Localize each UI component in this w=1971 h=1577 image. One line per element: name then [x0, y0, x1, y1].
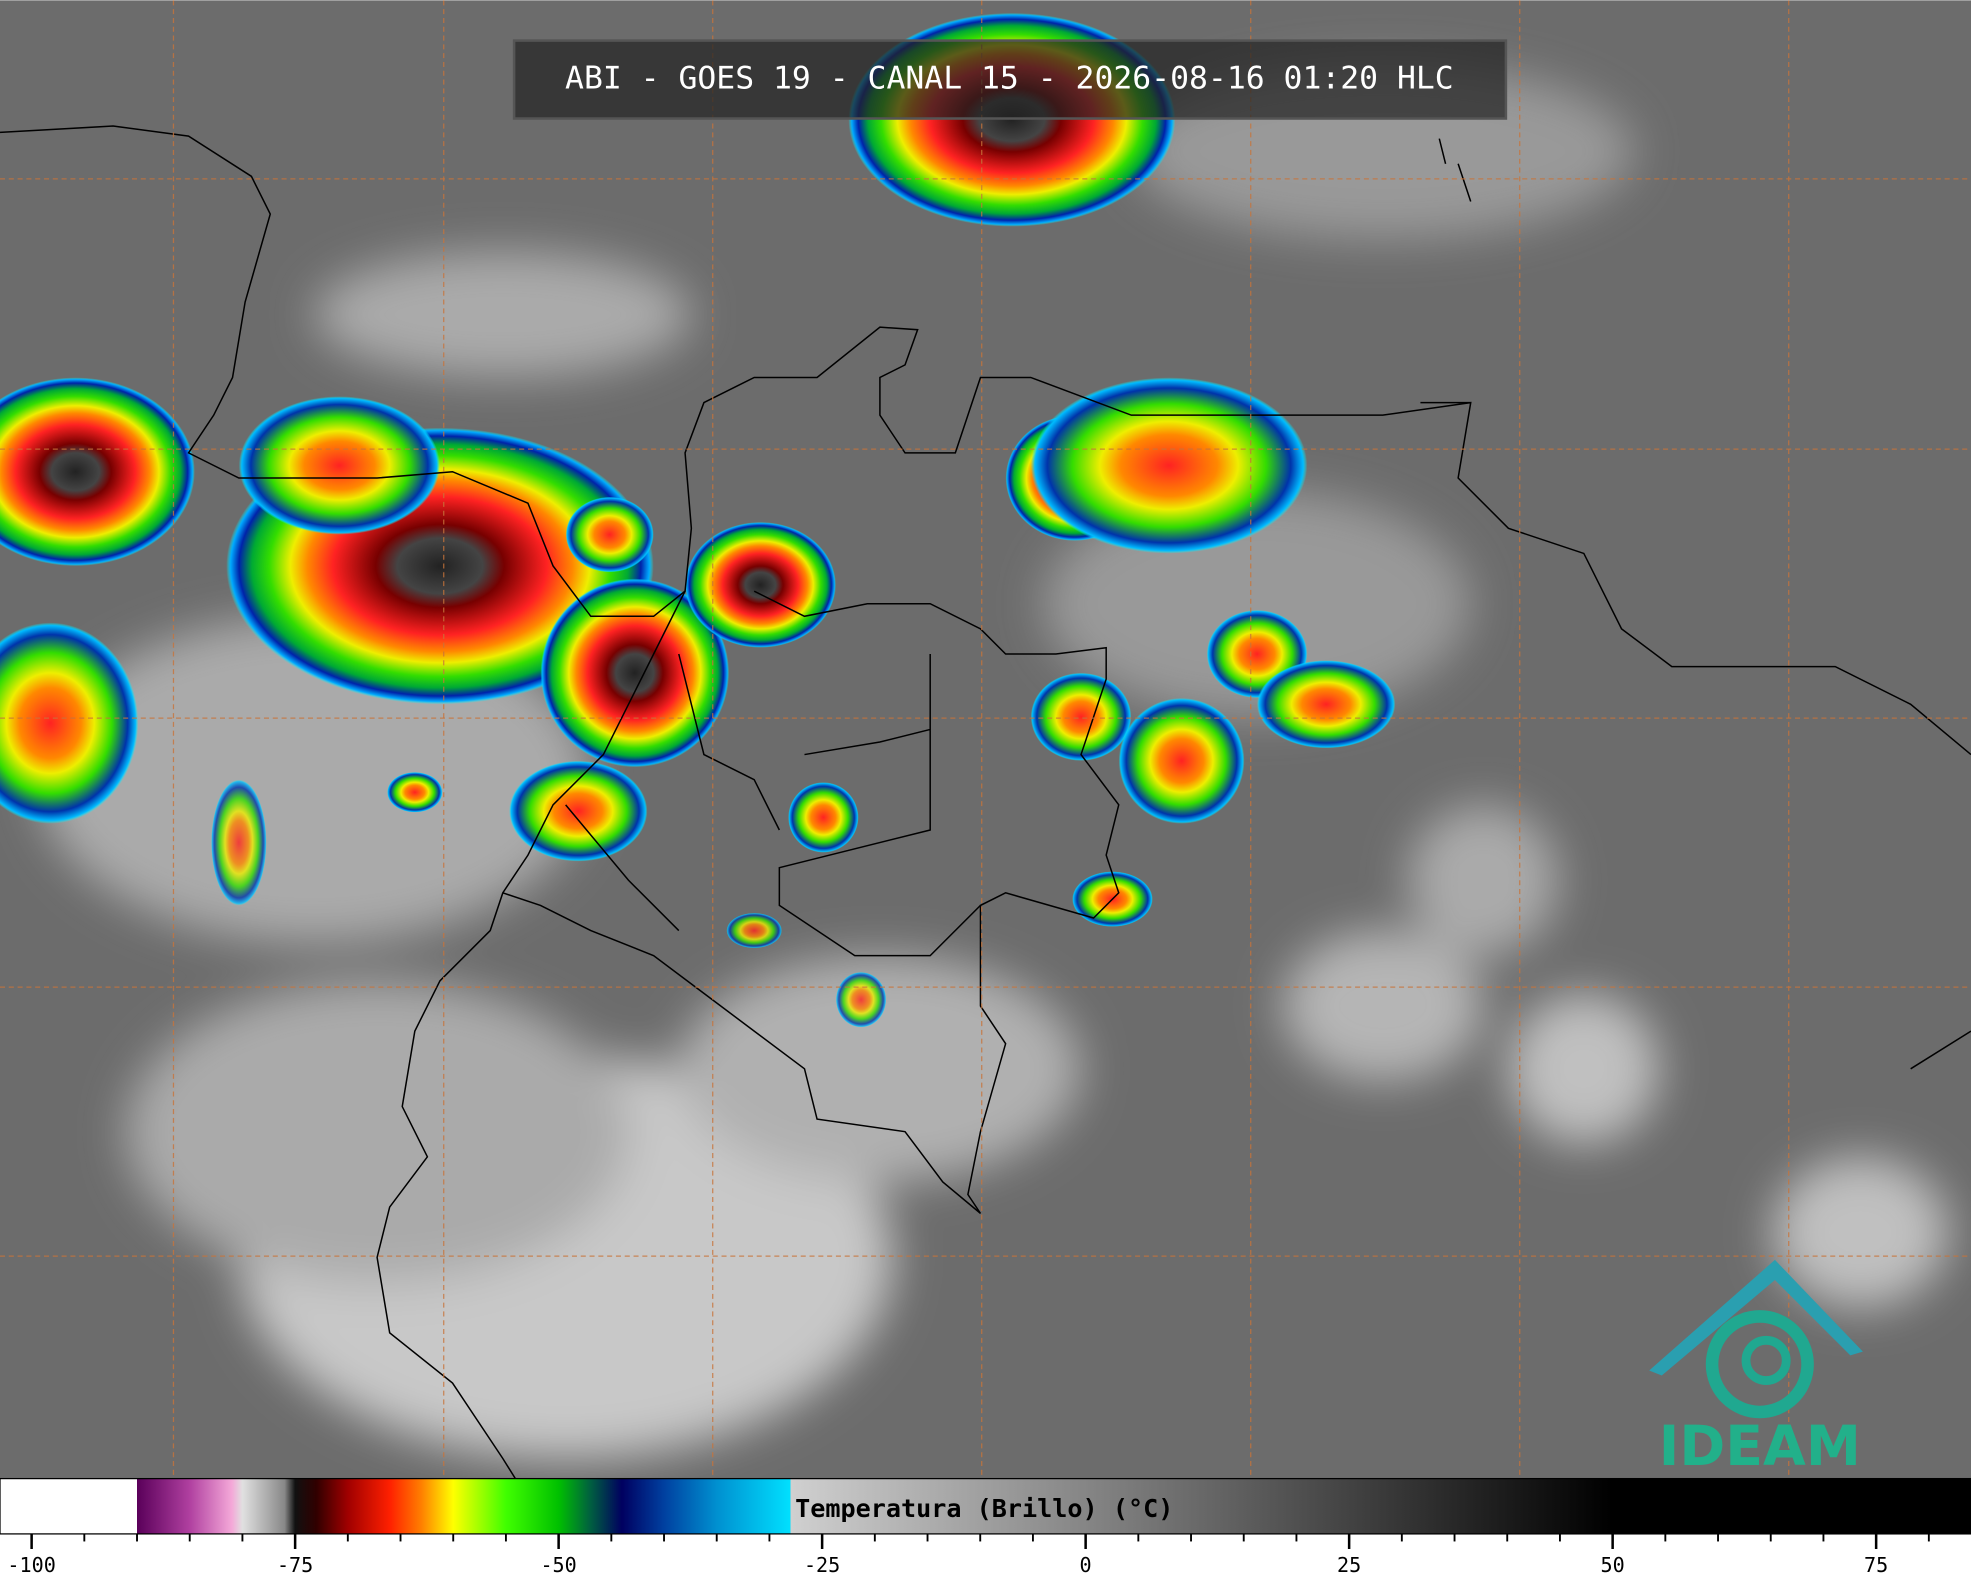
tick-label: 0	[1080, 1553, 1092, 1577]
colorbar-gradient	[0, 1477, 1971, 1535]
logo: IDEAM	[1649, 1259, 1863, 1479]
tick-label: -75	[277, 1553, 313, 1577]
tick-label: -100	[7, 1553, 55, 1577]
tick-label: 50	[1601, 1553, 1625, 1577]
tick-label: -50	[540, 1553, 576, 1577]
lat-lon-grid	[0, 0, 1971, 1479]
title: ABI - GOES 19 - CANAL 15 - 2026-08-16 01…	[565, 61, 1454, 97]
colorbar-label: Temperatura (Brillo) (°C)	[795, 1494, 1173, 1523]
tick-label: -25	[804, 1553, 840, 1577]
tick-label: 75	[1864, 1553, 1888, 1577]
tick-label: 25	[1337, 1553, 1361, 1577]
boundaries	[0, 125, 1971, 1480]
logo-text: IDEAM	[1659, 1415, 1861, 1479]
colorbar: Temperatura (Brillo) (°C) -100 -75 -50 -25 0 2…	[0, 1477, 1971, 1577]
title-box	[512, 39, 1508, 120]
